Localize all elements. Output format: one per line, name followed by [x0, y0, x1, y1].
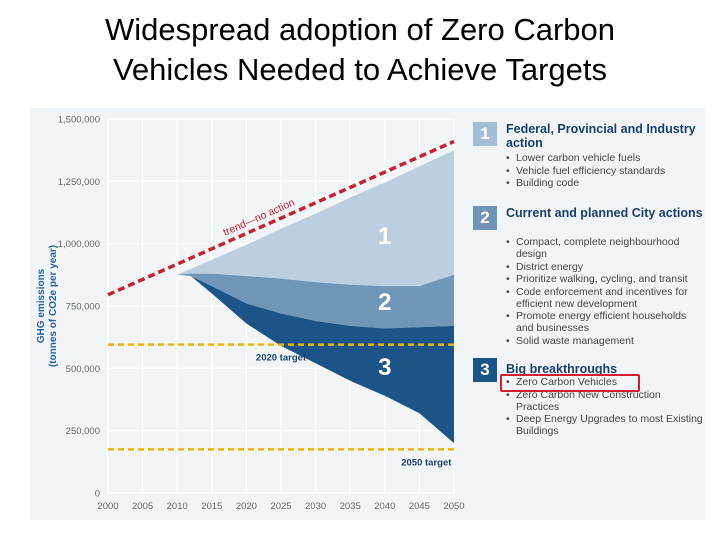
- legend-title-1: Federal, Provincial and Industry action: [506, 122, 696, 150]
- legend-bullet: Promote energy efficient households and …: [506, 310, 706, 334]
- x-tick-label: 2030: [305, 501, 326, 512]
- legend-bullet: District energy: [506, 261, 706, 273]
- x-tick-label: 2010: [167, 501, 188, 512]
- torn-edge: [454, 150, 464, 444]
- x-tick-label: 2050: [443, 501, 464, 512]
- y-tick-label: 1,250,000: [58, 177, 100, 188]
- area-label-2: 2: [378, 289, 391, 316]
- area-city-actions: [177, 273, 454, 329]
- area-label-1: 1: [378, 223, 391, 250]
- x-tick-label: 2040: [374, 501, 395, 512]
- legend-bullet: Lower carbon vehicle fuels: [506, 152, 706, 164]
- slide-title-line-1: Widespread adoption of Zero Carbon: [104, 12, 616, 47]
- trend-line: [107, 139, 455, 297]
- x-tick-label: 2025: [270, 501, 291, 512]
- y-axis-title: GHG emissions: [36, 268, 47, 343]
- emissions-chart: 0 250,000 500,000 750,000 1,000,000 1,250,000…: [36, 115, 465, 513]
- x-tick-label: 2000: [97, 501, 118, 512]
- legend-bullet: Vehicle fuel efficiency standards: [506, 165, 706, 177]
- legend-list-2: Compact, complete neighbourhood design D…: [506, 236, 706, 347]
- y-tick-label: 1,500,000: [58, 115, 100, 126]
- x-tick-label: 2035: [340, 501, 361, 512]
- x-tick-label: 2005: [132, 501, 153, 512]
- legend-bullet: Zero Carbon New Construction Practices: [506, 389, 706, 413]
- legend-bullet: Building code: [506, 177, 706, 189]
- legend-bullet: Zero Carbon Vehicles: [506, 376, 706, 388]
- y-tick-label: 750,000: [66, 302, 100, 313]
- target-label: 2020 target: [256, 353, 307, 364]
- area-big-breakthroughs: [191, 276, 454, 444]
- slide-title-line-2: Vehicles Needed to Achieve Targets: [112, 52, 608, 87]
- y-tick-label: 0: [95, 489, 100, 500]
- area-federal-provincial: [177, 150, 454, 287]
- area-label-3: 3: [378, 354, 391, 381]
- y-tick-label: 250,000: [66, 426, 100, 437]
- zero-carbon-vehicles-highlight: [500, 374, 640, 392]
- legend-bullet: Solid waste management: [506, 335, 706, 347]
- legend-badge-2: 2: [473, 206, 497, 230]
- y-tick-label: 500,000: [66, 364, 100, 375]
- y-axis-subtitle: (tonnes of CO2e per year): [48, 245, 59, 367]
- legend-badge-1: 1: [473, 122, 497, 146]
- x-tick-label: 2015: [201, 501, 222, 512]
- legend-badge-3: 3: [473, 358, 497, 382]
- legend-list-1: Lower carbon vehicle fuels Vehicle fuel …: [506, 152, 706, 190]
- x-tick-label: 2020: [236, 501, 257, 512]
- legend-title-2: Current and planned City actions: [506, 206, 703, 220]
- legend-bullet: Compact, complete neighbourhood design: [506, 236, 706, 260]
- y-tick-label: 1,000,000: [58, 239, 100, 250]
- legend-bullet: Prioritize walking, cycling, and transit: [506, 273, 706, 285]
- target-label: 2050 target: [401, 457, 452, 468]
- x-tick-label: 2045: [409, 501, 430, 512]
- slide-title: Widespread adoption of Zero Carbon Vehic…: [0, 10, 720, 90]
- legend-title-3: Big breakthroughs: [506, 362, 618, 376]
- legend-bullet: Deep Energy Upgrades to most Existing Bu…: [506, 413, 706, 437]
- legend-bullet: Code enforcement and incentives for effi…: [506, 286, 706, 310]
